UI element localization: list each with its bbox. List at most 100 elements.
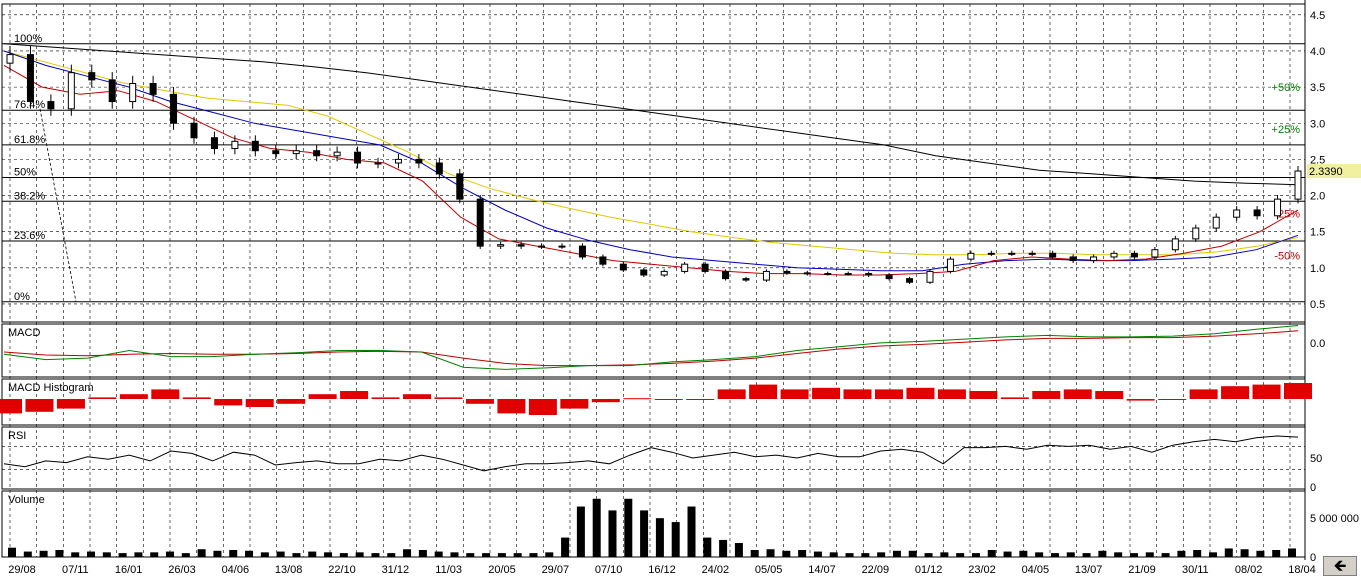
price-tick-label: 1.0 [1310, 263, 1325, 275]
candle-body [742, 278, 750, 281]
histogram-bar [937, 389, 966, 399]
x-tick-label: 23/02 [968, 564, 996, 576]
volume-bar [150, 552, 159, 557]
histogram-bar [119, 394, 148, 399]
candle-body [762, 270, 770, 281]
candle-body [231, 140, 239, 150]
volume-bar [1288, 548, 1296, 557]
volume-bar [292, 553, 301, 557]
x-tick-label: 22/10 [328, 564, 356, 576]
volume-bar [908, 550, 917, 557]
volume-bar [197, 549, 206, 557]
panel-frame-rsi [1, 426, 1306, 490]
candle-body [251, 140, 259, 152]
candle-body [885, 274, 893, 280]
price-tick-label: 3.0 [1310, 118, 1325, 130]
candle-body [967, 252, 975, 260]
volume-bar [229, 550, 238, 557]
price-tick-label: 1.5 [1310, 227, 1325, 239]
fib-label: 50% [14, 166, 36, 178]
histogram-bar [1095, 391, 1124, 399]
candle-body [333, 151, 341, 157]
volume-bar [703, 537, 712, 557]
candle-body [1294, 170, 1302, 200]
price-tick-label: 4.5 [1310, 10, 1325, 22]
candle-body [497, 244, 505, 247]
panel-frame-macd [1, 323, 1306, 378]
volume-bar [845, 553, 854, 557]
volume-bar [324, 552, 333, 557]
histogram-bar [1284, 383, 1312, 399]
fib-label: 23.6% [14, 230, 45, 242]
x-tick-label: 16/12 [648, 564, 676, 576]
x-tick-label: 22/09 [862, 564, 890, 576]
volume-bar [655, 518, 664, 557]
candle-body [783, 270, 791, 274]
volume-bar [877, 552, 886, 557]
volume-bar [1082, 553, 1091, 557]
histogram-bar [843, 389, 872, 399]
histogram-bar [528, 399, 557, 415]
volume-bar [434, 551, 443, 557]
ma-line-blue [3, 50, 1299, 272]
volume-tick-label: 5 000 000 [1310, 513, 1359, 525]
volume-bar [181, 553, 190, 557]
candle-body [722, 270, 730, 280]
volume-bar [245, 550, 254, 557]
histogram-bar [1000, 397, 1029, 399]
volume-bar [987, 550, 996, 557]
histogram-bar [560, 399, 589, 409]
volume-bar [624, 498, 633, 557]
candle-body [558, 245, 566, 248]
volume-bar [1177, 550, 1186, 557]
envelope-label: -50% [1274, 251, 1300, 263]
volume-bar [339, 553, 348, 557]
candle-body [415, 158, 423, 164]
histogram-bar [214, 399, 243, 406]
volume-bar [466, 553, 475, 557]
candle-body [47, 101, 55, 110]
macd-title: MACD [8, 327, 40, 339]
fib-label: 61.8% [14, 134, 45, 146]
candle-body [129, 83, 137, 103]
candle-body [946, 258, 954, 272]
histogram-bar [623, 398, 652, 400]
price-tick-label: 4.0 [1310, 46, 1325, 58]
histogram-bar [1221, 386, 1250, 399]
candle-body [701, 263, 709, 272]
x-tick-label: 07/10 [595, 564, 623, 576]
histogram-bar [874, 389, 903, 399]
candle-body [292, 150, 300, 155]
x-tick-label: 31/12 [382, 564, 410, 576]
candle-body [1171, 238, 1179, 251]
histogram-bar [749, 384, 778, 399]
volume-bar [387, 553, 396, 557]
volume-bar [513, 553, 522, 557]
fib-label: 38.2% [14, 190, 45, 202]
histogram-bar [340, 391, 369, 399]
candle-body [824, 273, 832, 276]
candle-body [374, 162, 382, 165]
volume-bar [71, 552, 80, 557]
volume-bar [1114, 552, 1123, 557]
volume-bar [529, 553, 538, 557]
volume-bar [1066, 552, 1075, 557]
histogram-bar [969, 391, 998, 399]
candle-body [1212, 216, 1220, 229]
histogram-bar [0, 399, 22, 414]
fib-label: 0% [14, 291, 30, 303]
volume-bar [734, 543, 743, 557]
volume-bar [1035, 552, 1044, 557]
candle-body [1253, 209, 1261, 217]
scroll-left-button[interactable]: 🡸 [1323, 556, 1357, 576]
candle-body [1028, 252, 1036, 255]
volume-bar [213, 550, 222, 557]
histogram-bar [182, 397, 211, 399]
volume-bar [166, 551, 175, 557]
histogram-bar [812, 387, 841, 399]
volume-bar [39, 550, 48, 557]
macd-line [3, 325, 1299, 370]
volume-bar [1145, 552, 1154, 557]
